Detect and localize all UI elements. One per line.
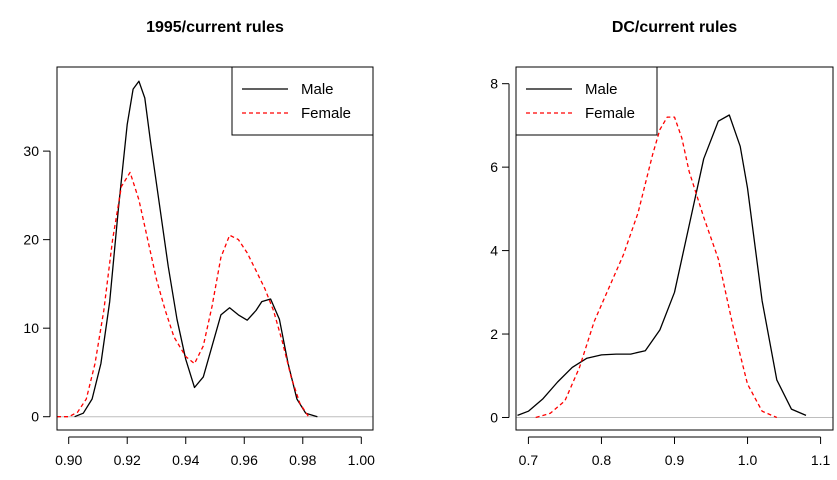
- x-tick-label: 0.7: [519, 452, 539, 468]
- x-tick-label: 1.00: [348, 452, 375, 468]
- x-tick-label: 0.8: [592, 452, 612, 468]
- series-line-female: [57, 171, 310, 418]
- x-tick-label: 0.96: [231, 452, 258, 468]
- chart-title: DC/current rules: [612, 19, 737, 36]
- chart-title: 1995/current rules: [146, 19, 284, 36]
- x-tick-label: 0.98: [289, 452, 316, 468]
- legend-label-female: Female: [585, 105, 635, 122]
- legend-label-male: Male: [585, 81, 618, 98]
- plot-frame: [56, 66, 374, 431]
- y-tick-label: 2: [490, 326, 498, 342]
- legend-label-male: Male: [301, 81, 334, 98]
- x-tick-label: 0.90: [55, 452, 82, 468]
- x-tick-label: 0.92: [114, 452, 141, 468]
- y-tick-label: 0: [490, 409, 498, 425]
- x-tick-label: 1.0: [738, 452, 758, 468]
- plot-frame: [515, 66, 834, 431]
- series-line-female: [535, 116, 778, 419]
- chart-panel-1995: 1995/current rules 0.90 0.92 0.94 0.96 0.98 1…: [23, 19, 375, 468]
- y-tick-label: 30: [23, 143, 39, 159]
- legend: Male Female: [515, 66, 658, 136]
- series-line-male: [517, 114, 807, 417]
- y-tick-label: 0: [31, 409, 39, 425]
- legend-box: [515, 66, 658, 136]
- legend-box: [231, 66, 374, 136]
- series-line-male: [74, 80, 318, 418]
- legend: Male Female: [231, 66, 374, 136]
- y-tick-label: 8: [490, 76, 498, 92]
- y-tick-label: 4: [490, 243, 498, 259]
- x-tick-label: 0.94: [172, 452, 199, 468]
- y-tick-label: 20: [23, 232, 39, 248]
- y-tick-label: 10: [23, 320, 39, 336]
- chart-panel-dc: DC/current rules 0.7 0.8 0.9 1.0 1.1 0 2 4 6 8 Ma…: [490, 19, 834, 468]
- legend-label-female: Female: [301, 105, 351, 122]
- y-tick-label: 6: [490, 159, 498, 175]
- x-tick-label: 1.1: [811, 452, 831, 468]
- x-tick-label: 0.9: [665, 452, 685, 468]
